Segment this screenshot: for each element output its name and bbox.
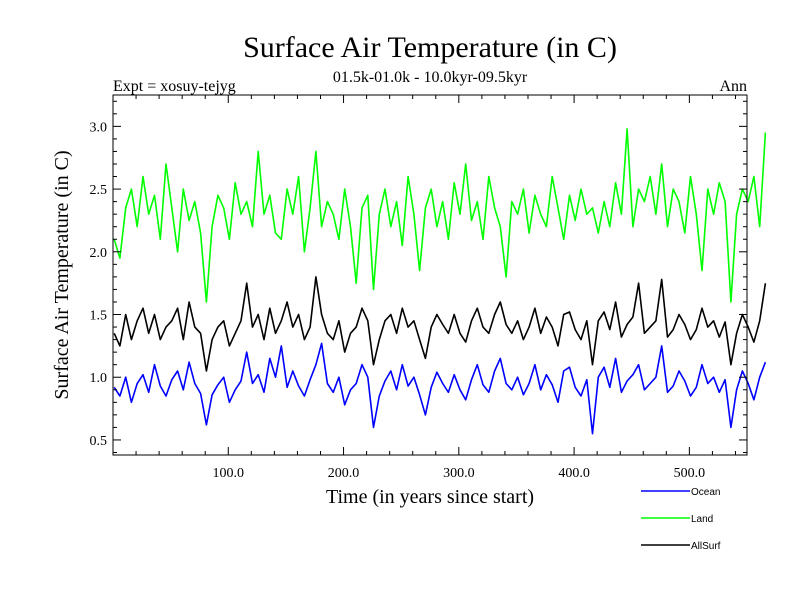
x-axis-label: Time (in years since start) xyxy=(326,486,534,508)
experiment-label: Expt = xosuy-tejyg xyxy=(113,78,236,95)
series-line-land xyxy=(113,128,767,303)
chart-title: Surface Air Temperature (in C) xyxy=(243,31,617,64)
series-line-allsurf xyxy=(113,276,767,372)
x-tick-label: 500.0 xyxy=(674,466,706,481)
series-line-ocean xyxy=(113,342,767,435)
x-axis: 100.0 200.0 300.0 400.0 500.0 xyxy=(135,95,736,481)
x-tick-label: 100.0 xyxy=(213,466,245,481)
y-tick-label: 0.5 xyxy=(90,434,108,449)
legend-label-allsurf: AllSurf xyxy=(691,541,721,552)
plot-frame xyxy=(112,94,748,456)
y-tick-label: 2.0 xyxy=(90,246,108,261)
plot-lines xyxy=(113,128,767,435)
x-tick-label: 400.0 xyxy=(558,466,590,481)
legend-label-ocean: Ocean xyxy=(691,487,720,498)
x-tick-label: 200.0 xyxy=(328,466,360,481)
y-tick-label: 2.5 xyxy=(90,183,108,198)
y-axis: 0.5 1.0 1.5 2.0 2.5 3.0 xyxy=(90,100,747,453)
legend-label-land: Land xyxy=(691,514,713,525)
y-tick-label: 1.5 xyxy=(90,309,108,324)
legend: Ocean Land AllSurf xyxy=(641,487,721,552)
y-tick-label: 3.0 xyxy=(90,120,108,135)
y-tick-label: 1.0 xyxy=(90,371,108,386)
x-tick-label: 300.0 xyxy=(443,466,475,481)
period-label: Ann xyxy=(719,78,747,95)
y-axis-label: Surface Air Temperature (in C) xyxy=(51,150,73,399)
chart-subtitle: 01.5k-01.0k - 10.0kyr-09.5kyr xyxy=(333,69,528,86)
